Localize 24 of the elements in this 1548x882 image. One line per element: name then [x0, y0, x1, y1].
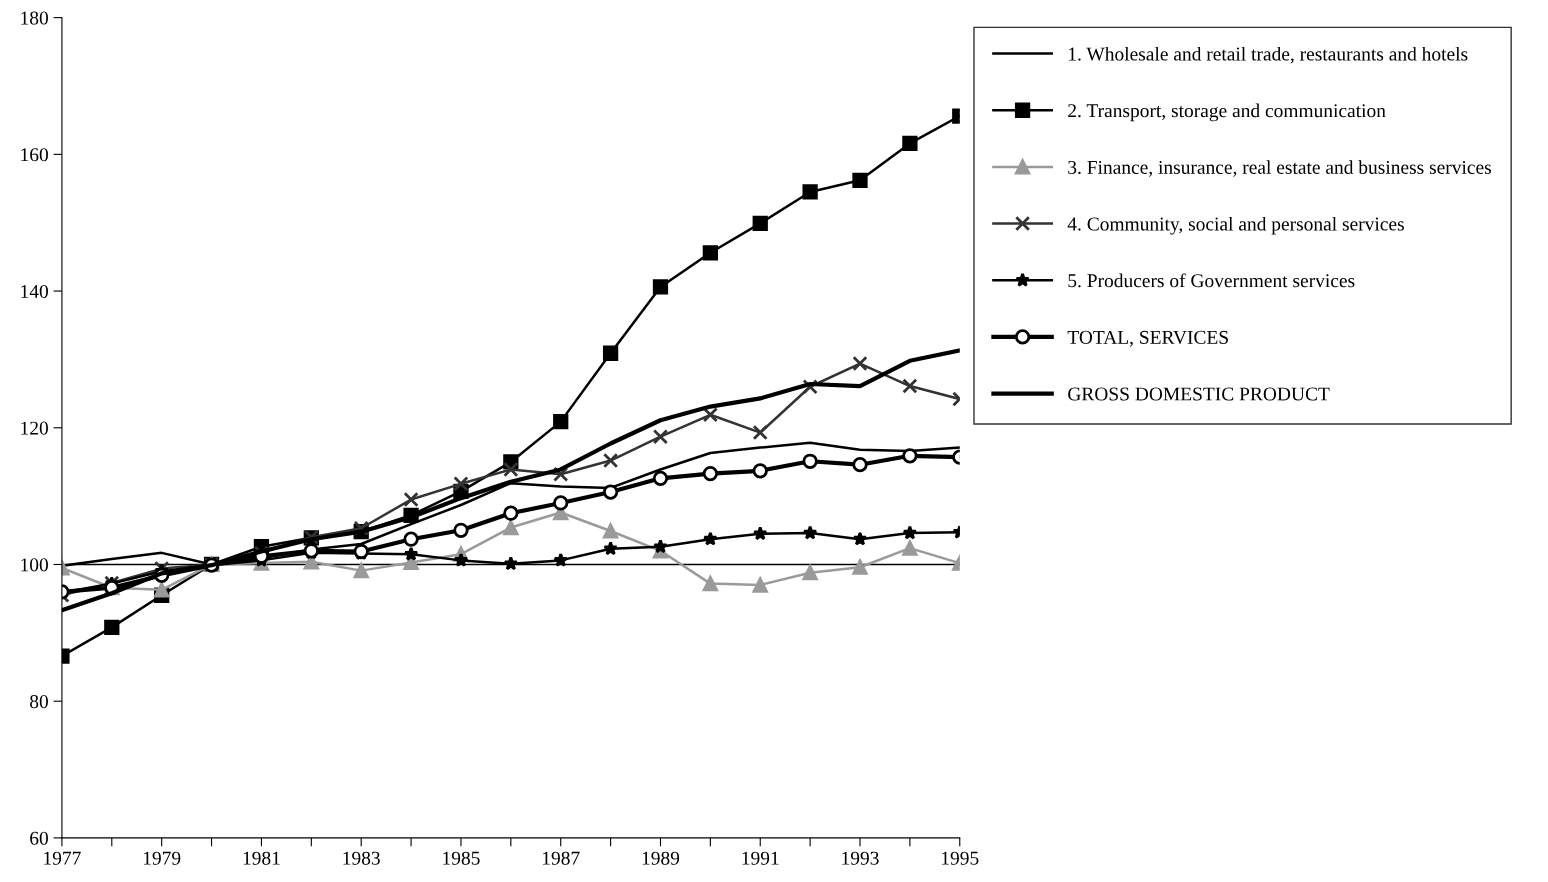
- x-tick-label: 1983: [343, 851, 380, 865]
- x-tick-label: 1987: [542, 851, 580, 865]
- y-tick-label: 160: [21, 148, 48, 162]
- x-tick-label: 1985: [443, 851, 480, 865]
- legend-label: 2. Transport, storage and communication: [1068, 103, 1386, 122]
- legend-label: TOTAL, SERVICES: [1067, 330, 1228, 347]
- legend-label: 4. Community, social and personal services: [1067, 216, 1404, 235]
- y-tick-label: 140: [21, 284, 48, 298]
- legend-label: 5. Producers of Government services: [1068, 273, 1355, 288]
- x-tick-label: 1977: [44, 851, 81, 865]
- y-tick-label: 80: [30, 695, 48, 709]
- legend-label: 3. Finance, insurance, real estate and business services: [1068, 160, 1491, 177]
- y-tick-label: 180: [21, 11, 48, 25]
- y-tick-label: 120: [21, 421, 48, 435]
- y-tick-label: 100: [21, 558, 48, 572]
- x-tick-label: 1991: [742, 851, 779, 865]
- x-tick-label: 1981: [243, 851, 280, 865]
- legend-label: GROSS DOMESTIC PRODUCT: [1068, 387, 1330, 401]
- x-tick-label: 1993: [842, 851, 879, 865]
- y-tick-label: 60: [30, 831, 48, 845]
- x-tick-label: 1989: [642, 851, 680, 865]
- x-tick-label: 1979: [143, 851, 181, 865]
- x-tick-label: 1995: [942, 851, 979, 865]
- legend-label: 1. Wholesale and retail trade, restaurants and hotels: [1069, 46, 1468, 64]
